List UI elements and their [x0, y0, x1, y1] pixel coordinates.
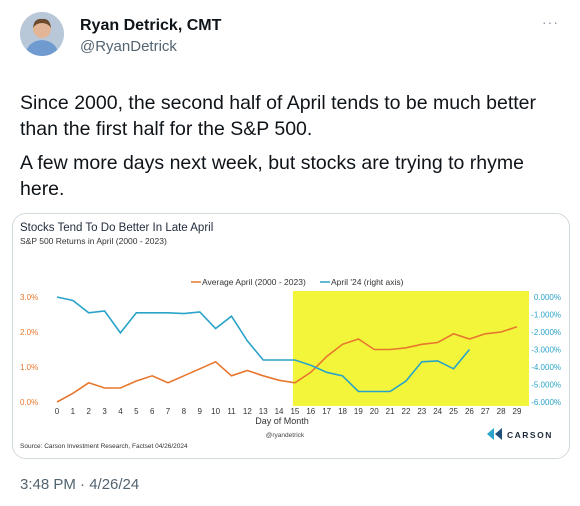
x-tick-label: 23	[417, 407, 426, 416]
x-tick-label: 6	[150, 407, 155, 416]
chart-source: Source: Carson Investment Research, Fact…	[20, 443, 188, 450]
x-tick-label: 12	[243, 407, 252, 416]
x-tick-label: 1	[71, 407, 76, 416]
chart-watermark: @ryandetrick	[266, 432, 305, 439]
x-tick-label: 17	[322, 407, 331, 416]
right-tick-label: -6.000%	[531, 398, 561, 407]
user-avatar-icon	[20, 12, 64, 56]
x-tick-label: 21	[386, 407, 395, 416]
tweet-paragraph-1: Since 2000, the second half of April ten…	[20, 92, 536, 140]
right-tick-label: 0.000%	[534, 293, 561, 302]
highlight-region	[292, 291, 529, 406]
x-tick-label: 8	[182, 407, 187, 416]
x-tick-label: 10	[211, 407, 220, 416]
right-tick-label: -5.000%	[531, 381, 561, 390]
chart-subtitle: S&P 500 Returns in April (2000 - 2023)	[20, 236, 167, 246]
chart-svg: Stocks Tend To Do Better In Late April S…	[13, 214, 569, 458]
x-tick-label: 27	[481, 407, 490, 416]
right-tick-label: -3.000%	[531, 346, 561, 355]
x-tick-label: 25	[449, 407, 458, 416]
brand-name: CARSON	[507, 430, 553, 440]
left-tick-label: 1.0%	[20, 363, 38, 372]
author-name[interactable]: Ryan Detrick, CMT	[80, 17, 222, 34]
tweet-timestamp[interactable]: 3:48 PM · 4/26/24	[20, 476, 140, 493]
right-tick-label: -1.000%	[531, 311, 561, 320]
left-tick-label: 2.0%	[20, 328, 38, 337]
x-tick-label: 7	[166, 407, 171, 416]
x-tick-label: 4	[118, 407, 123, 416]
x-axis-label: Day of Month	[255, 416, 309, 426]
x-tick-label: 0	[55, 407, 60, 416]
carson-logo-icon	[487, 428, 502, 440]
author-avatar[interactable]	[20, 12, 64, 56]
series-line-april24	[56, 296, 471, 393]
right-tick-label: -4.000%	[531, 363, 561, 372]
legend-label-april24: April '24 (right axis)	[331, 277, 404, 287]
tweet-paragraph-2: A few more days next week, but stocks ar…	[20, 152, 524, 200]
x-tick-label: 28	[497, 407, 506, 416]
x-tick-label: 22	[402, 407, 411, 416]
chart-image-card[interactable]: Stocks Tend To Do Better In Late April S…	[12, 213, 570, 459]
x-tick-label: 13	[259, 407, 268, 416]
x-tick-label: 9	[198, 407, 203, 416]
x-tick-label: 14	[275, 407, 284, 416]
x-tick-label: 29	[513, 407, 522, 416]
x-tick-label: 5	[134, 407, 139, 416]
x-tick-label: 15	[290, 407, 299, 416]
x-tick-label: 3	[102, 407, 107, 416]
more-options-icon[interactable]: ···	[542, 14, 559, 30]
x-tick-label: 20	[370, 407, 379, 416]
x-tick-label: 19	[354, 407, 363, 416]
chart-title: Stocks Tend To Do Better In Late April	[20, 222, 213, 234]
legend-label-average: Average April (2000 - 2023)	[202, 277, 306, 287]
left-tick-label: 0.0%	[20, 398, 38, 407]
series-line-average	[56, 326, 518, 403]
left-tick-label: 3.0%	[20, 293, 38, 302]
x-tick-label: 16	[306, 407, 315, 416]
right-tick-label: -2.000%	[531, 328, 561, 337]
x-tick-label: 11	[227, 407, 236, 416]
author-handle[interactable]: @RyanDetrick	[80, 38, 177, 55]
x-tick-label: 2	[86, 407, 91, 416]
x-tick-label: 26	[465, 407, 474, 416]
x-tick-label: 18	[338, 407, 347, 416]
x-tick-label: 24	[433, 407, 442, 416]
